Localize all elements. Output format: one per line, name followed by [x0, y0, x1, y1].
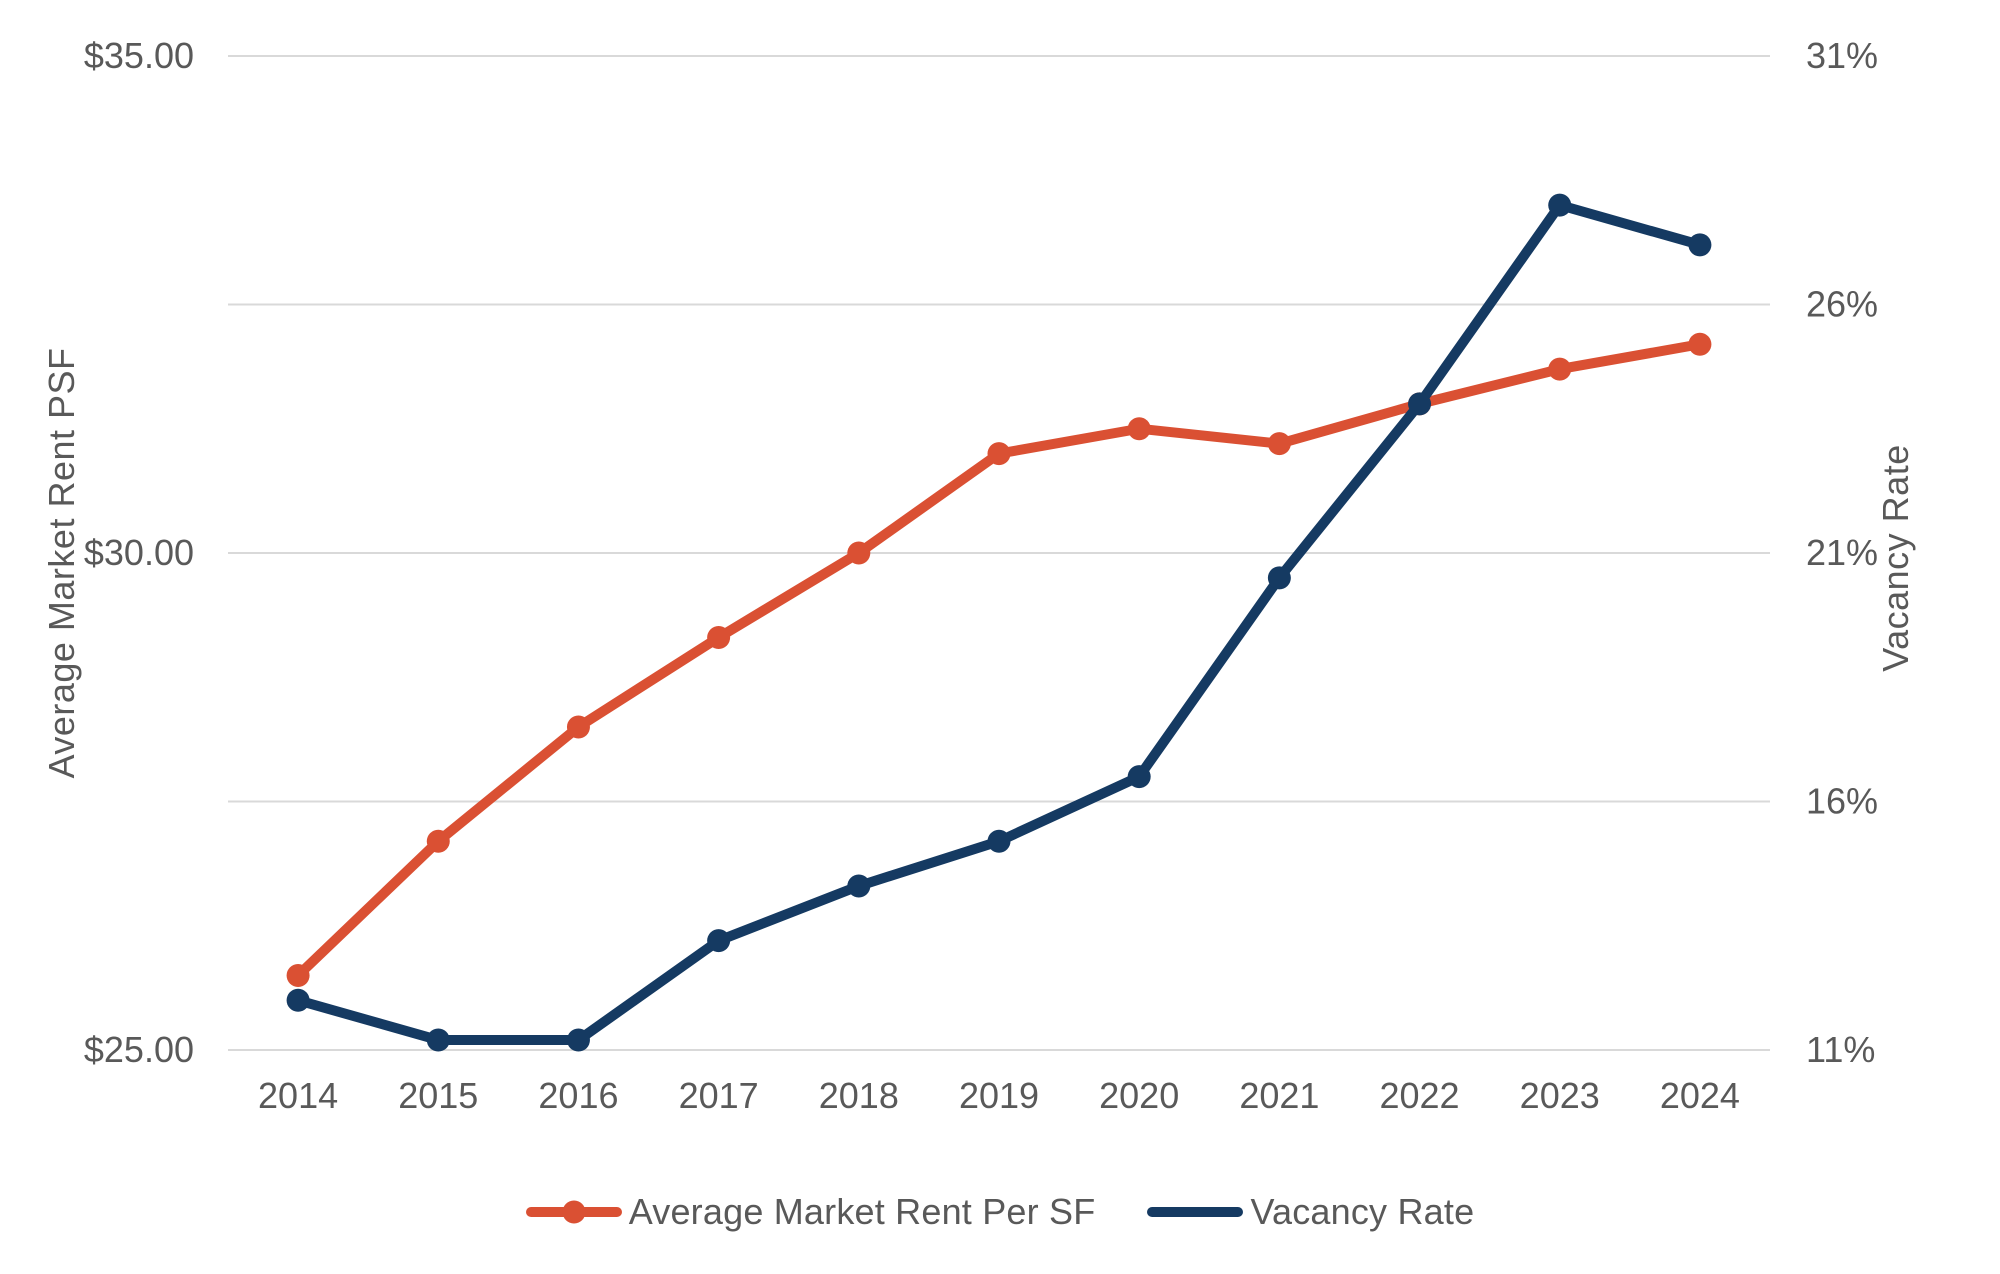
- data-point-marker-0: [707, 625, 731, 649]
- left-axis-title: Average Market Rent PSF: [41, 347, 82, 778]
- left-axis-tick-label: $35.00: [84, 35, 194, 76]
- data-point-marker-1: [426, 1028, 450, 1052]
- data-point-marker-0: [566, 715, 590, 739]
- legend-item-rent: Average Market Rent Per SF: [525, 1191, 1096, 1233]
- x-axis-tick-label: 2018: [819, 1075, 899, 1116]
- legend-label-vacancy: Vacancy Rate: [1250, 1191, 1475, 1232]
- data-point-marker-0: [1267, 432, 1291, 456]
- data-point-marker-1: [1127, 765, 1151, 789]
- data-point-marker-1: [1408, 392, 1432, 416]
- right-axis-title: Vacancy Rate: [1875, 444, 1916, 671]
- data-point-marker-1: [286, 988, 310, 1012]
- data-point-marker-1: [847, 874, 871, 898]
- data-point-marker-0: [987, 442, 1011, 466]
- data-point-marker-0: [426, 829, 450, 853]
- series-line-0: [293, 339, 1705, 981]
- x-axis-tick-label: 2016: [538, 1075, 618, 1116]
- data-point-marker-1: [1548, 193, 1572, 217]
- right-axis-tick-label: 11%: [1806, 1029, 1875, 1070]
- right-axis-tick-label: 16%: [1806, 781, 1878, 822]
- legend-marker-rent-dot: [562, 1200, 586, 1224]
- x-axis-tick-label: 2019: [959, 1075, 1039, 1116]
- right-axis-tick-label: 31%: [1806, 35, 1878, 76]
- right-axis-tick-label: 26%: [1806, 284, 1878, 325]
- series-line-1: [293, 200, 1705, 1046]
- x-axis-tick-label: 2017: [679, 1075, 759, 1116]
- data-point-marker-1: [1688, 233, 1712, 257]
- legend-marker-rent-line: [525, 1200, 622, 1224]
- data-point-marker-1: [707, 929, 731, 953]
- x-axis-tick-label: 2015: [398, 1075, 478, 1116]
- legend-label-rent: Average Market Rent Per SF: [628, 1191, 1096, 1232]
- data-point-marker-1: [987, 829, 1011, 853]
- x-axis-tick-label: 2014: [258, 1075, 338, 1116]
- legend: Average Market Rent Per SF Vacancy Rate: [0, 1184, 2000, 1240]
- x-axis-tick-label: 2024: [1660, 1075, 1740, 1116]
- data-point-marker-1: [566, 1028, 590, 1052]
- right-axis-tick-label: 21%: [1806, 532, 1878, 573]
- data-point-marker-1: [1267, 566, 1291, 590]
- data-point-marker-0: [1548, 357, 1572, 381]
- data-point-marker-0: [847, 541, 871, 565]
- legend-item-vacancy: Vacancy Rate: [1147, 1191, 1474, 1233]
- x-axis-tick-label: 2021: [1239, 1075, 1319, 1116]
- data-point-marker-0: [1127, 417, 1151, 441]
- x-axis-tick-label: 2023: [1520, 1075, 1600, 1116]
- data-point-marker-0: [286, 963, 310, 987]
- left-axis-tick-label: $25.00: [84, 1029, 194, 1070]
- x-axis-tick-label: 2020: [1099, 1075, 1179, 1116]
- data-point-marker-0: [1688, 332, 1712, 356]
- x-axis-tick-label: 2022: [1379, 1075, 1459, 1116]
- left-axis-tick-label: $30.00: [84, 532, 194, 573]
- legend-marker-vacancy-line: [1147, 1207, 1244, 1217]
